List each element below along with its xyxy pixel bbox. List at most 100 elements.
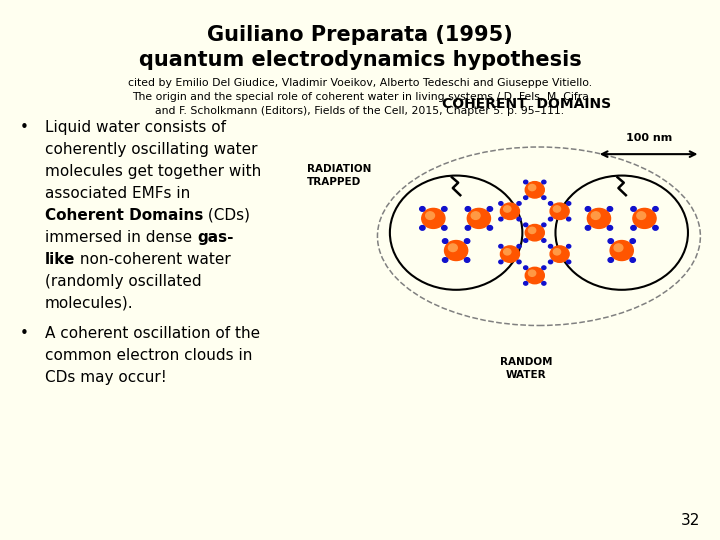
Circle shape <box>633 208 656 228</box>
Circle shape <box>517 245 521 248</box>
Circle shape <box>517 217 521 221</box>
Circle shape <box>517 201 521 205</box>
Text: Guiliano Preparata (1995): Guiliano Preparata (1995) <box>207 25 513 45</box>
Circle shape <box>554 249 561 255</box>
Circle shape <box>465 207 471 211</box>
Text: immersed in dense: immersed in dense <box>45 230 197 245</box>
Circle shape <box>607 207 613 211</box>
Circle shape <box>464 258 469 262</box>
Circle shape <box>499 217 503 221</box>
Circle shape <box>500 203 519 219</box>
Circle shape <box>449 244 457 252</box>
Circle shape <box>549 217 553 221</box>
Circle shape <box>526 267 544 284</box>
Text: •: • <box>20 120 29 135</box>
Circle shape <box>523 180 528 184</box>
Text: RADIATION
TRAPPED: RADIATION TRAPPED <box>307 164 372 187</box>
Circle shape <box>504 206 511 212</box>
Circle shape <box>636 212 646 219</box>
Text: 100 nm: 100 nm <box>626 133 672 144</box>
Text: like: like <box>45 252 76 267</box>
Circle shape <box>541 196 546 199</box>
Circle shape <box>567 245 571 248</box>
Circle shape <box>541 266 546 269</box>
Text: molecules get together with: molecules get together with <box>45 164 261 179</box>
Circle shape <box>591 212 600 219</box>
Circle shape <box>444 240 468 260</box>
Circle shape <box>500 246 519 262</box>
Text: quantum electrodynamics hypothesis: quantum electrodynamics hypothesis <box>139 50 581 70</box>
Circle shape <box>464 239 469 244</box>
Circle shape <box>523 266 528 269</box>
Text: CDs may occur!: CDs may occur! <box>45 370 167 385</box>
Circle shape <box>487 207 492 211</box>
Circle shape <box>550 203 569 219</box>
Circle shape <box>541 239 546 242</box>
Circle shape <box>443 239 448 244</box>
Circle shape <box>420 207 425 211</box>
Circle shape <box>585 226 590 230</box>
Circle shape <box>608 258 613 262</box>
Circle shape <box>630 239 635 244</box>
Text: RANDOM
WATER: RANDOM WATER <box>500 357 553 380</box>
Text: 32: 32 <box>680 513 700 528</box>
Circle shape <box>499 260 503 264</box>
Circle shape <box>441 207 447 211</box>
Text: non-coherent water: non-coherent water <box>76 252 231 267</box>
Text: common electron clouds in: common electron clouds in <box>45 348 253 363</box>
Circle shape <box>499 245 503 248</box>
Circle shape <box>523 223 528 227</box>
Circle shape <box>523 281 528 285</box>
Circle shape <box>549 245 553 248</box>
Text: COHERENT  DOMAINS: COHERENT DOMAINS <box>442 97 611 111</box>
Circle shape <box>549 201 553 205</box>
Circle shape <box>420 226 425 230</box>
Circle shape <box>588 208 611 228</box>
Circle shape <box>465 226 471 230</box>
Circle shape <box>528 185 536 191</box>
Circle shape <box>630 258 635 262</box>
Text: (CDs): (CDs) <box>203 208 251 223</box>
Circle shape <box>526 181 544 198</box>
Circle shape <box>487 226 492 230</box>
Circle shape <box>441 226 447 230</box>
Text: A coherent oscillation of the: A coherent oscillation of the <box>45 326 260 341</box>
Text: associated EMFs in: associated EMFs in <box>45 186 190 201</box>
Circle shape <box>471 212 480 219</box>
Text: coherently oscillating water: coherently oscillating water <box>45 142 258 157</box>
Text: Liquid water consists of: Liquid water consists of <box>45 120 226 135</box>
Circle shape <box>422 208 445 228</box>
Circle shape <box>567 217 571 221</box>
Text: gas-: gas- <box>197 230 233 245</box>
Circle shape <box>443 258 448 262</box>
Circle shape <box>610 240 634 260</box>
Circle shape <box>631 207 636 211</box>
Circle shape <box>541 281 546 285</box>
Circle shape <box>608 239 613 244</box>
Circle shape <box>528 270 536 276</box>
Circle shape <box>523 239 528 242</box>
Circle shape <box>631 226 636 230</box>
Circle shape <box>526 225 544 241</box>
Circle shape <box>499 201 503 205</box>
Circle shape <box>504 249 511 255</box>
Circle shape <box>426 212 434 219</box>
Circle shape <box>567 260 571 264</box>
Circle shape <box>653 207 658 211</box>
Circle shape <box>549 260 553 264</box>
Circle shape <box>614 244 623 252</box>
Text: molecules).: molecules). <box>45 296 134 311</box>
Circle shape <box>607 226 613 230</box>
Circle shape <box>653 226 658 230</box>
Text: Coherent Domains: Coherent Domains <box>45 208 203 223</box>
Circle shape <box>567 201 571 205</box>
Text: cited by Emilio Del Giudice, Vladimir Voeikov, Alberto Tedeschi and Giuseppe Vit: cited by Emilio Del Giudice, Vladimir Vo… <box>128 78 592 116</box>
Circle shape <box>541 180 546 184</box>
Text: •: • <box>20 326 29 341</box>
Circle shape <box>541 223 546 227</box>
Text: (randomly oscillated: (randomly oscillated <box>45 274 202 289</box>
Circle shape <box>585 207 590 211</box>
Circle shape <box>523 196 528 199</box>
Circle shape <box>554 206 561 212</box>
Circle shape <box>517 260 521 264</box>
